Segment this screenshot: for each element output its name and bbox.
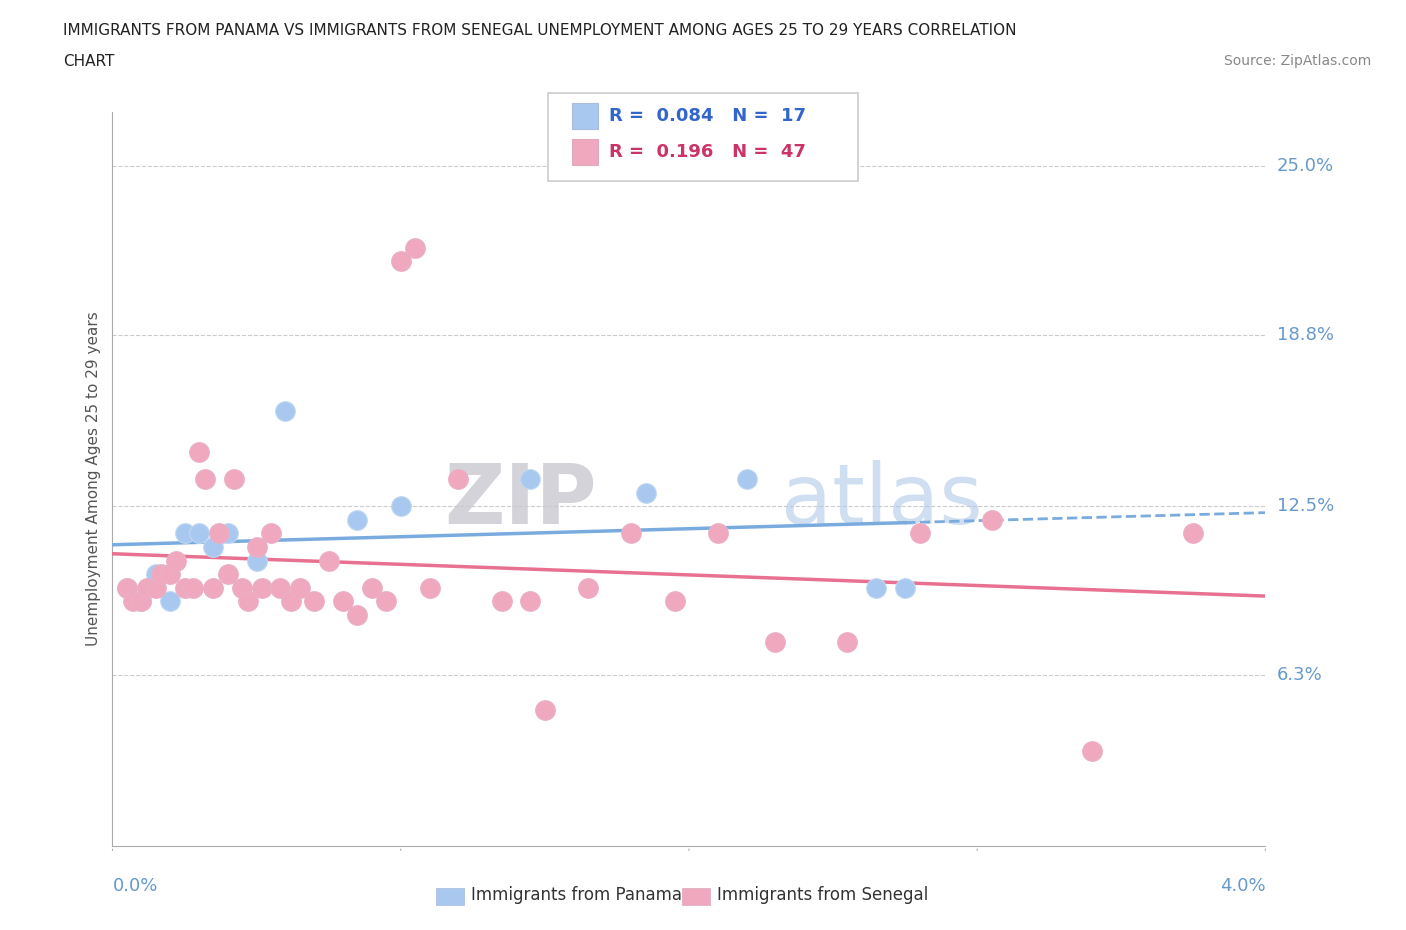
Point	[217, 526, 239, 541]
Point	[165, 553, 187, 568]
Point	[188, 445, 211, 459]
Point	[231, 580, 253, 595]
Point	[173, 526, 195, 541]
Point	[159, 594, 181, 609]
Point	[447, 472, 470, 486]
Text: 4.0%: 4.0%	[1220, 877, 1265, 895]
Point	[246, 553, 269, 568]
Point	[519, 472, 541, 486]
Point	[908, 526, 931, 541]
Point	[765, 635, 787, 650]
Point	[865, 580, 887, 595]
Text: CHART: CHART	[63, 54, 115, 69]
Point	[346, 607, 368, 622]
Point	[389, 498, 412, 513]
Point	[115, 580, 138, 595]
Point	[288, 580, 311, 595]
Point	[389, 254, 412, 269]
Point	[173, 580, 195, 595]
Point	[894, 580, 917, 595]
Point	[620, 526, 643, 541]
Point	[534, 703, 557, 718]
Point	[1081, 744, 1104, 759]
Point	[181, 580, 204, 595]
Point	[208, 526, 231, 541]
Point	[129, 594, 153, 609]
Point	[252, 580, 274, 595]
Point	[236, 594, 259, 609]
Point	[246, 539, 269, 554]
Point	[150, 566, 173, 581]
Y-axis label: Unemployment Among Ages 25 to 29 years: Unemployment Among Ages 25 to 29 years	[86, 312, 101, 646]
Point	[576, 580, 599, 595]
Text: 6.3%: 6.3%	[1277, 666, 1322, 684]
Point	[194, 472, 217, 486]
Text: Source: ZipAtlas.com: Source: ZipAtlas.com	[1223, 54, 1371, 68]
Text: 25.0%: 25.0%	[1277, 157, 1334, 175]
Text: R =  0.084   N =  17: R = 0.084 N = 17	[609, 107, 806, 126]
Point	[707, 526, 730, 541]
Point	[332, 594, 354, 609]
Point	[361, 580, 384, 595]
Point	[304, 594, 326, 609]
Point	[202, 539, 225, 554]
Point	[269, 580, 291, 595]
Point	[145, 566, 167, 581]
Point	[280, 594, 302, 609]
Point	[735, 472, 758, 486]
Text: atlas: atlas	[782, 460, 983, 541]
Point	[202, 580, 225, 595]
Text: Immigrants from Panama: Immigrants from Panama	[471, 885, 682, 904]
Point	[115, 580, 138, 595]
Point	[129, 594, 153, 609]
Point	[1182, 526, 1205, 541]
Point	[634, 485, 657, 500]
Text: 12.5%: 12.5%	[1277, 498, 1334, 515]
Point	[375, 594, 398, 609]
Point	[419, 580, 441, 595]
Point	[188, 526, 211, 541]
Text: ZIP: ZIP	[444, 460, 596, 541]
Text: 0.0%: 0.0%	[112, 877, 157, 895]
Point	[404, 240, 426, 255]
Text: IMMIGRANTS FROM PANAMA VS IMMIGRANTS FROM SENEGAL UNEMPLOYMENT AMONG AGES 25 TO : IMMIGRANTS FROM PANAMA VS IMMIGRANTS FRO…	[63, 23, 1017, 38]
Point	[346, 512, 368, 527]
Text: R =  0.196   N =  47: R = 0.196 N = 47	[609, 142, 806, 161]
Text: 18.8%: 18.8%	[1277, 326, 1333, 344]
Point	[260, 526, 283, 541]
Point	[121, 594, 143, 609]
Point	[159, 566, 181, 581]
Point	[837, 635, 859, 650]
Point	[136, 580, 159, 595]
Point	[145, 580, 167, 595]
Point	[491, 594, 513, 609]
Point	[318, 553, 340, 568]
Point	[217, 566, 239, 581]
Point	[664, 594, 686, 609]
Point	[519, 594, 541, 609]
Point	[980, 512, 1002, 527]
Point	[222, 472, 245, 486]
Point	[274, 404, 297, 418]
Text: Immigrants from Senegal: Immigrants from Senegal	[717, 885, 928, 904]
